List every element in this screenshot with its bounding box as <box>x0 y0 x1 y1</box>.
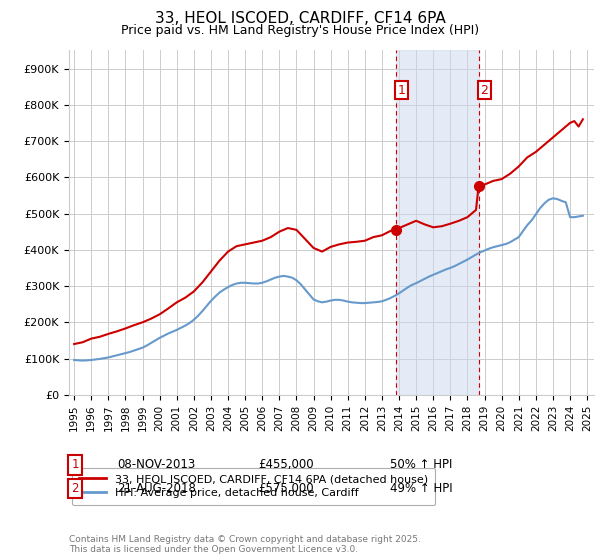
Text: Contains HM Land Registry data © Crown copyright and database right 2025.
This d: Contains HM Land Registry data © Crown c… <box>69 535 421 554</box>
Text: 50% ↑ HPI: 50% ↑ HPI <box>390 458 452 472</box>
Text: £575,000: £575,000 <box>258 482 314 495</box>
Bar <box>397 50 479 395</box>
Text: 08-NOV-2013: 08-NOV-2013 <box>117 458 195 472</box>
Text: 1: 1 <box>397 84 405 97</box>
Text: 2: 2 <box>71 482 79 495</box>
Text: 2: 2 <box>480 84 488 97</box>
Legend: 33, HEOL ISCOED, CARDIFF, CF14 6PA (detached house), HPI: Average price, detache: 33, HEOL ISCOED, CARDIFF, CF14 6PA (deta… <box>72 468 435 505</box>
Text: Price paid vs. HM Land Registry's House Price Index (HPI): Price paid vs. HM Land Registry's House … <box>121 24 479 36</box>
Text: £455,000: £455,000 <box>258 458 314 472</box>
Text: 49% ↑ HPI: 49% ↑ HPI <box>390 482 452 495</box>
Text: 1: 1 <box>71 458 79 472</box>
Text: 21-AUG-2018: 21-AUG-2018 <box>117 482 196 495</box>
Text: 33, HEOL ISCOED, CARDIFF, CF14 6PA: 33, HEOL ISCOED, CARDIFF, CF14 6PA <box>155 11 445 26</box>
